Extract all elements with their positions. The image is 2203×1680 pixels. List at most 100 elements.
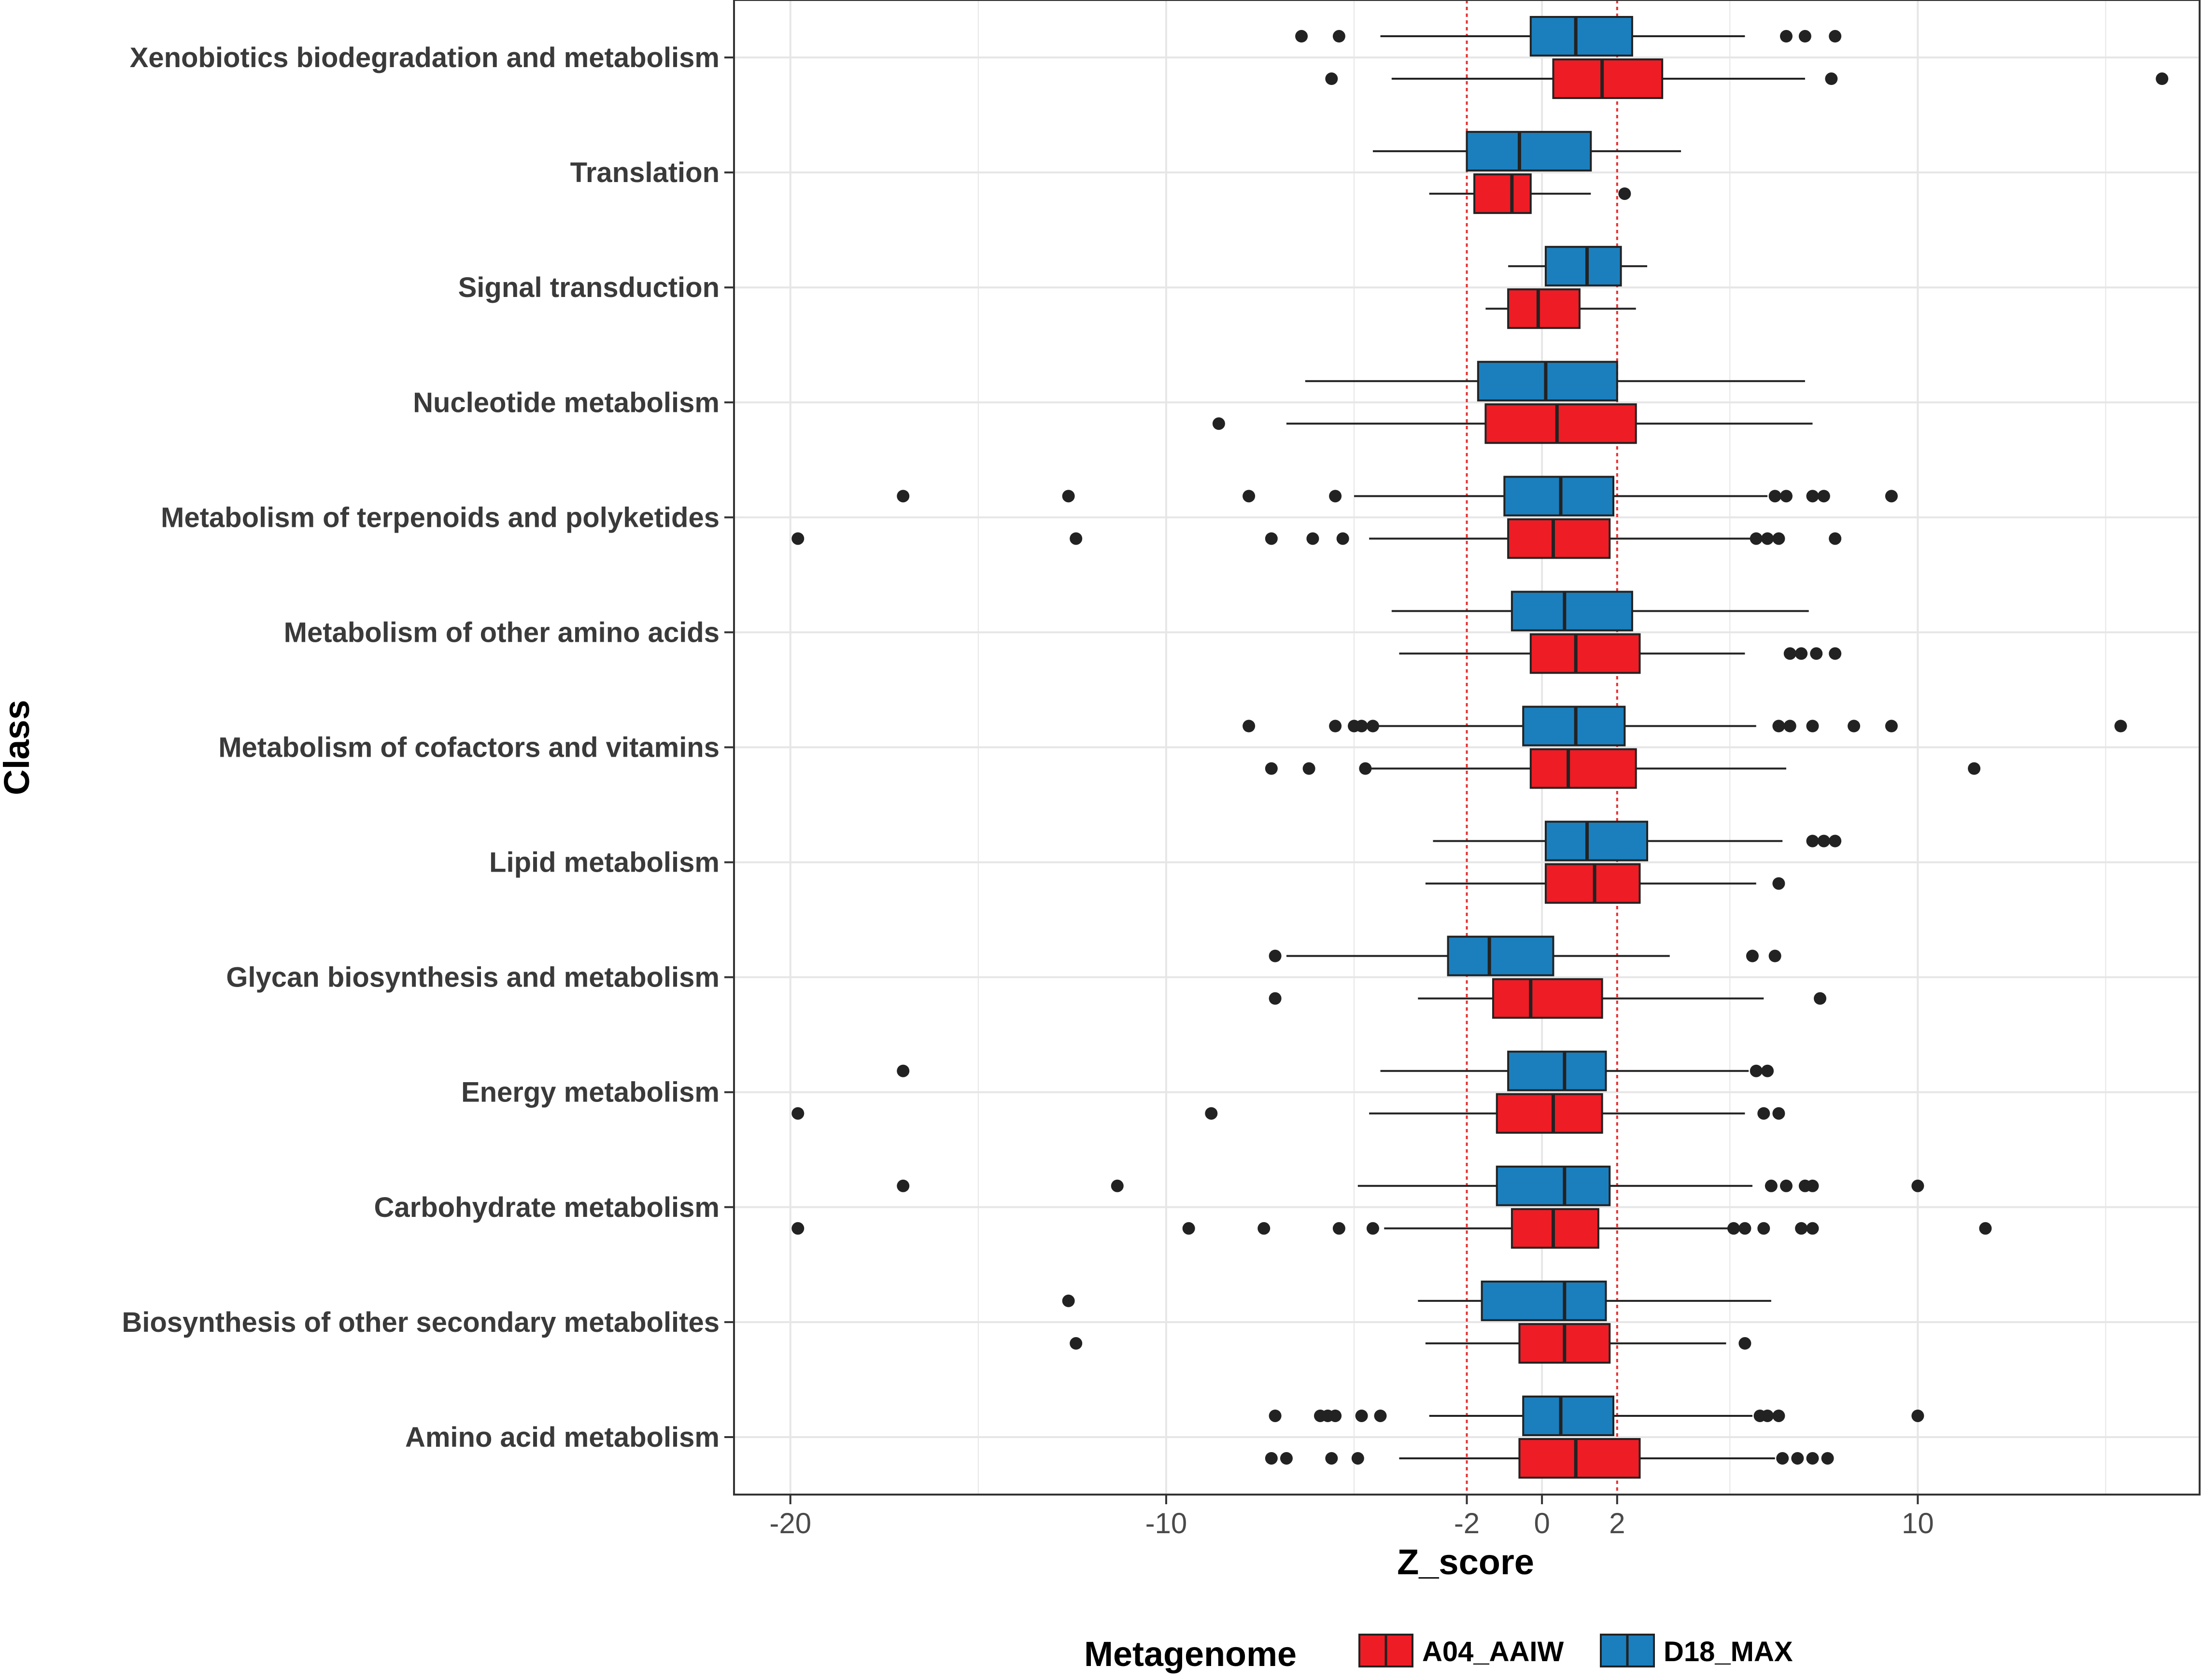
outlier-point	[1269, 992, 1282, 1005]
box-d18-max	[1269, 1395, 1924, 1436]
y-tick-label: Metabolism of cofactors and vitamins	[218, 732, 720, 763]
legend-label-d18-max: D18_MAX	[1664, 1636, 1793, 1667]
outlier-point	[1821, 1452, 1834, 1465]
box-a04-aaiw	[1425, 863, 1785, 904]
outlier-point	[1182, 1222, 1195, 1235]
category-group	[1391, 591, 1842, 674]
outlier-point	[1062, 490, 1075, 503]
outlier-point	[1761, 1409, 1774, 1422]
outlier-point	[1265, 1452, 1278, 1465]
iqr-box	[1484, 403, 1637, 444]
outlier-point	[1765, 1179, 1778, 1192]
outlier-point	[1814, 992, 1827, 1005]
outlier-point	[1768, 949, 1781, 962]
outlier-point	[1817, 490, 1830, 503]
outlier-point	[1355, 720, 1368, 733]
iqr-box	[1473, 173, 1532, 214]
outlier-point	[1618, 187, 1631, 200]
y-tick-label: Xenobiotics biodegradation and metabolis…	[130, 42, 720, 73]
outlier-point	[1243, 490, 1256, 503]
box-d18-max	[1062, 1280, 1771, 1321]
y-tick-label: Amino acid metabolism	[405, 1422, 720, 1453]
box-a04-aaiw	[1269, 978, 1827, 1019]
outlier-point	[1829, 647, 1842, 660]
outlier-point	[897, 1064, 910, 1077]
iqr-box	[1544, 820, 1649, 861]
outlier-point	[1332, 1222, 1345, 1235]
box-d18-max	[1433, 820, 1842, 861]
outlier-point	[1062, 1294, 1075, 1307]
outlier-point	[1848, 720, 1861, 733]
legend-title: Metagenome	[1084, 1635, 1297, 1674]
y-tick-label: Metabolism of other amino acids	[284, 617, 720, 648]
box-a04-aaiw	[1399, 633, 1842, 674]
outlier-point	[1806, 834, 1819, 847]
y-tick-label: Lipid metabolism	[489, 847, 720, 878]
outlier-point	[791, 1222, 805, 1235]
box-a04-aaiw	[791, 518, 1842, 559]
outlier-point	[1750, 532, 1763, 545]
box-d18-max	[1508, 246, 1648, 287]
iqr-box	[1477, 361, 1618, 402]
outlier-point	[1265, 532, 1278, 545]
iqr-box	[1496, 1165, 1611, 1206]
outlier-point	[2156, 72, 2169, 85]
box-d18-max	[1269, 935, 1781, 976]
outlier-point	[1280, 1452, 1293, 1465]
outlier-point	[1332, 30, 1345, 43]
box-a04-aaiw	[1429, 173, 1631, 214]
outlier-point	[1885, 490, 1898, 503]
box-d18-max	[1372, 131, 1681, 172]
outlier-point	[1351, 1452, 1364, 1465]
outlier-point	[1205, 1107, 1218, 1120]
outlier-point	[1772, 1107, 1785, 1120]
outlier-point	[1829, 30, 1842, 43]
box-d18-max	[1243, 706, 2127, 747]
outlier-point	[1798, 30, 1811, 43]
box-d18-max	[897, 476, 1898, 517]
outlier-point	[1806, 1222, 1819, 1235]
box-d18-max	[1391, 591, 1809, 632]
iqr-box	[1481, 1280, 1607, 1321]
x-tick-label: -10	[1145, 1507, 1187, 1539]
outlier-point	[1806, 1179, 1819, 1192]
outlier-point	[1374, 1409, 1387, 1422]
outlier-point	[1829, 834, 1842, 847]
outlier-point	[1776, 1452, 1789, 1465]
box-d18-max	[897, 1165, 1924, 1206]
outlier-point	[1779, 30, 1793, 43]
box-a04-aaiw	[791, 1093, 1785, 1134]
outlier-point	[1772, 532, 1785, 545]
legend: Metagenome A04_AAIW D18_MAX	[1084, 1634, 1793, 1674]
x-tick-label: 2	[1609, 1507, 1625, 1539]
x-axis-title: Z_score	[1397, 1542, 1534, 1582]
outlier-point	[1243, 720, 1256, 733]
outlier-point	[1911, 1179, 1924, 1192]
outlier-point	[1336, 532, 1349, 545]
outlier-point	[1806, 1452, 1819, 1465]
outlier-point	[1885, 720, 1898, 733]
outlier-point	[1295, 30, 1308, 43]
x-tick-labels: -20 -10 -2 0 2 10	[769, 1495, 1934, 1539]
iqr-box	[1544, 863, 1641, 904]
category-group	[791, 476, 1898, 559]
category-group	[791, 1050, 1785, 1134]
outlier-point	[897, 1179, 910, 1192]
outlier-point	[1212, 417, 1225, 430]
outlier-point	[1911, 1409, 1924, 1422]
outlier-point	[1746, 949, 1759, 962]
x-tick-label: 10	[1902, 1507, 1934, 1539]
y-tick-label: Carbohydrate metabolism	[374, 1192, 720, 1223]
iqr-box	[1511, 591, 1633, 632]
outlier-point	[1768, 490, 1781, 503]
outlier-point	[1070, 532, 1083, 545]
y-tick-label: Nucleotide metabolism	[413, 387, 720, 418]
legend-label-a04-aaiw: A04_AAIW	[1422, 1636, 1564, 1667]
iqr-box	[1518, 1438, 1641, 1479]
outlier-point	[1829, 532, 1842, 545]
box-a04-aaiw	[1485, 288, 1636, 329]
category-group	[1265, 1395, 1924, 1479]
category-group	[1372, 131, 1681, 214]
outlier-point	[1806, 490, 1819, 503]
